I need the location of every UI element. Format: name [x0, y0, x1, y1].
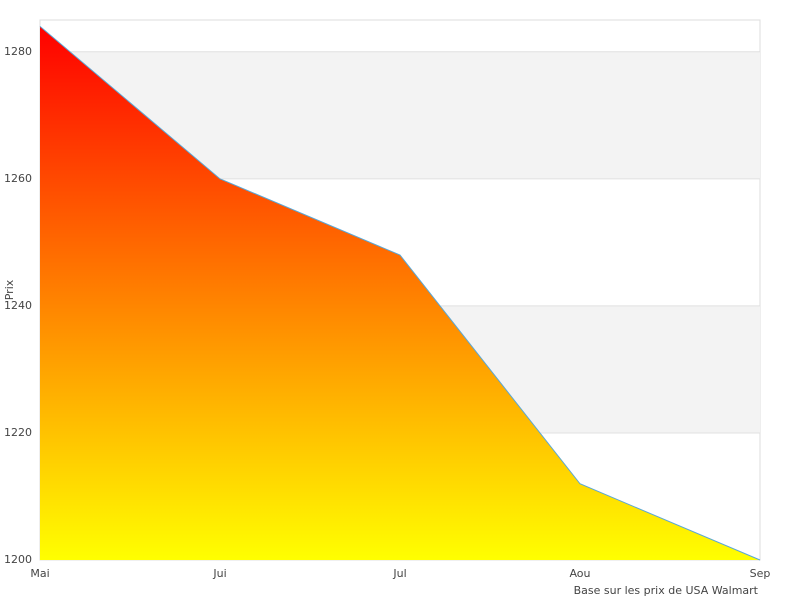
- area-line: [39, 25, 761, 561]
- y-axis-label: Prix: [3, 279, 16, 300]
- x-tick-label: Jul: [392, 567, 406, 580]
- footnote: Base sur les prix de USA Walmart: [574, 584, 759, 597]
- y-tick-label: 1200: [4, 553, 32, 566]
- x-tick-label: Aou: [569, 567, 590, 580]
- x-tick-label: Sep: [750, 567, 771, 580]
- y-tick-label: 1260: [4, 172, 32, 185]
- area-fill: [40, 26, 760, 560]
- y-tick-label: 1240: [4, 299, 32, 312]
- y-tick-label: 1280: [4, 45, 32, 58]
- x-tick-label: Mai: [30, 567, 49, 580]
- y-tick-label: 1220: [4, 426, 32, 439]
- x-tick-label: Jui: [212, 567, 226, 580]
